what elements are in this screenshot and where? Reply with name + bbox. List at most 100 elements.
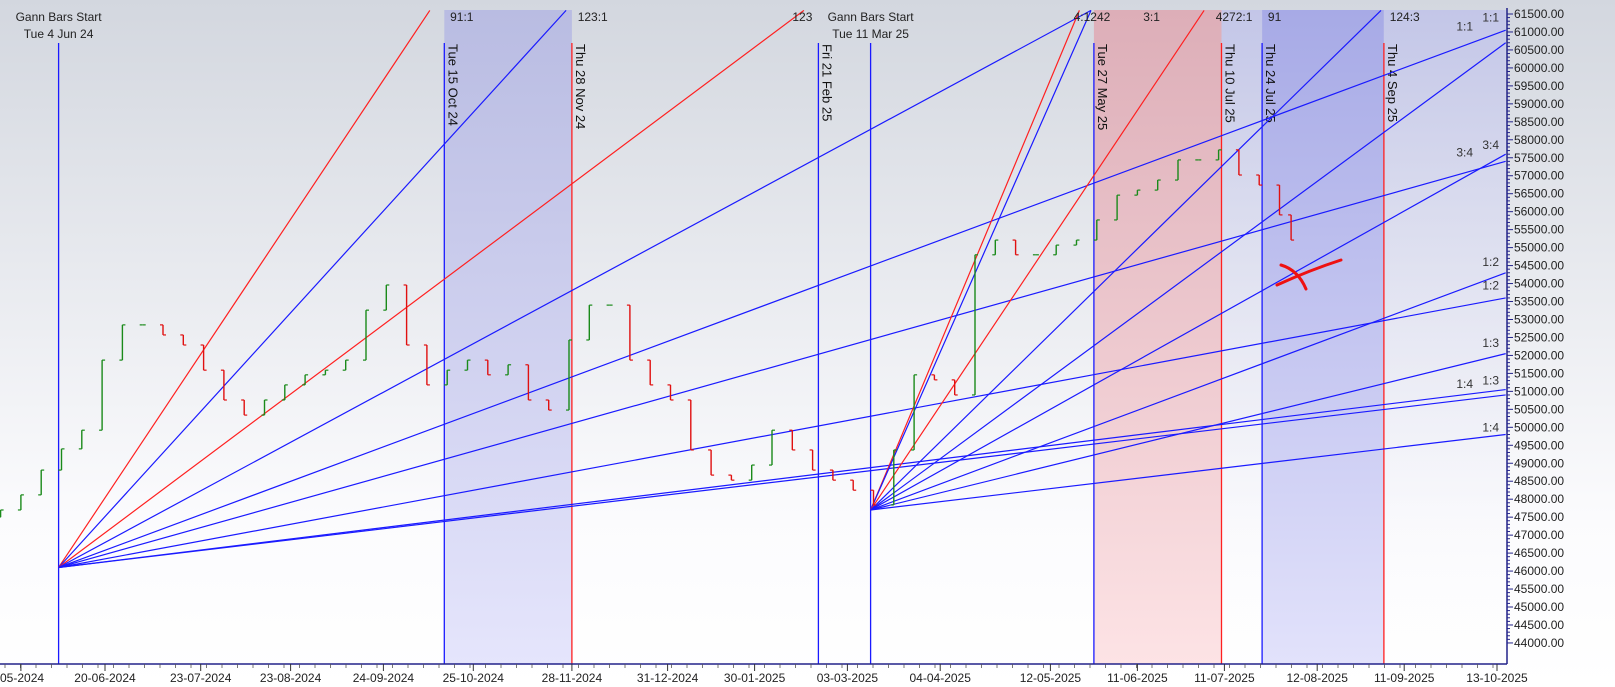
fan-line — [58, 10, 431, 568]
fan-line — [870, 153, 1506, 511]
gann-origin-date: Tue 4 Jun 24 — [24, 27, 94, 41]
y-tick-label: 58000.00 — [1514, 133, 1564, 147]
y-tick-label: 51000.00 — [1514, 384, 1564, 398]
vertical-date-lines: Tue 15 Oct 24 Thu 28 Nov 24 Fri 21 Feb 25 T… — [57, 43, 1400, 664]
fan-ratio-label: 1:2 — [1482, 255, 1499, 269]
x-tick-label: 12-08-2025 — [1287, 671, 1349, 685]
y-tick-label: 46000.00 — [1514, 564, 1564, 578]
x-tick-label: 23-07-2024 — [170, 671, 232, 685]
price-bars — [0, 149, 1295, 518]
y-tick-label: 58500.00 — [1514, 115, 1564, 129]
y-tick-label: 50000.00 — [1514, 420, 1564, 434]
top-fan-label: 123 — [792, 10, 812, 24]
y-tick-label: 54000.00 — [1514, 277, 1564, 291]
vertical-line-label: Thu 4 Sep 25 — [1385, 44, 1400, 122]
x-tick-label: 11-07-2025 — [1194, 671, 1255, 685]
x-tick-label: 31-12-2024 — [637, 671, 699, 685]
fan-line — [58, 160, 1506, 569]
y-tick-label: 60500.00 — [1514, 43, 1564, 57]
y-tick-label: 57000.00 — [1514, 169, 1564, 183]
gann-origin-date: Tue 11 Mar 25 — [832, 27, 909, 41]
y-tick-label: 54500.00 — [1514, 259, 1564, 273]
fan-line — [870, 42, 1507, 511]
fan-line — [58, 10, 567, 568]
y-tick-label: 61000.00 — [1514, 25, 1564, 39]
fan-line — [58, 29, 1506, 569]
fan-ratio-label: 3:4 — [1456, 145, 1473, 159]
vertical-line-label: Fri 21 Feb 25 — [819, 44, 834, 121]
fan-line — [870, 272, 1506, 511]
y-tick-label: 55000.00 — [1514, 241, 1564, 255]
y-tick-label: 47000.00 — [1514, 528, 1564, 542]
y-tick-label: 45500.00 — [1514, 582, 1564, 596]
fan-ratio-label: 1:1 — [1456, 20, 1473, 34]
x-tick-label: 04-04-2025 — [910, 671, 972, 685]
y-tick-label: 59500.00 — [1514, 79, 1564, 93]
fan-line — [58, 10, 1092, 569]
hand-drawn-arrow-annotation — [1275, 258, 1343, 291]
y-tick-label: 48000.00 — [1514, 492, 1564, 506]
y-tick-label: 44500.00 — [1514, 618, 1564, 632]
fan-line — [870, 433, 1506, 511]
y-tick-label: 49500.00 — [1514, 438, 1564, 452]
x-tick-label: 11-06-2025 — [1107, 671, 1168, 685]
x-tick-label: 30-01-2025 — [724, 671, 786, 685]
y-tick-label: 56000.00 — [1514, 205, 1564, 219]
fan-ratio-label: 1:3 — [1482, 336, 1499, 350]
gann-origin-title: Gann Bars Start — [16, 10, 103, 24]
x-tick-label: 11-09-2025 — [1374, 671, 1435, 685]
y-tick-label: 61500.00 — [1514, 7, 1564, 21]
fan-line — [58, 388, 1506, 569]
x-tick-label: 25-10-2024 — [443, 671, 505, 685]
fan-line — [58, 394, 1506, 569]
top-labels: 91:1 123:1 123 4:1242 3:1 4272:1 91 124:3 — [450, 10, 1420, 24]
fan-line — [870, 10, 1092, 511]
x-tick-label: 28-11-2024 — [542, 671, 603, 685]
y-tick-label: 44000.00 — [1514, 636, 1564, 650]
y-tick-label: 51500.00 — [1514, 366, 1564, 380]
y-tick-label: 53000.00 — [1514, 312, 1564, 326]
x-tick-label: 05-2024 — [0, 671, 44, 685]
gann-fan-lines — [58, 10, 1507, 569]
y-tick-label: 46500.00 — [1514, 546, 1564, 560]
fan-ratio-label: 1:4 — [1456, 377, 1473, 391]
y-tick-label: 50500.00 — [1514, 402, 1564, 416]
shaded-zone — [1262, 10, 1384, 664]
top-fan-label: 91 — [1268, 10, 1282, 24]
y-tick-label: 55500.00 — [1514, 223, 1564, 237]
y-tick-label: 52000.00 — [1514, 348, 1564, 362]
gann-origin-labels: Gann Bars Start Tue 4 Jun 24 Gann Bars Sta… — [16, 10, 915, 41]
top-fan-label: 124:3 — [1390, 10, 1420, 24]
x-tick-label: 13-10-2025 — [1466, 671, 1528, 685]
x-tick-label: 24-09-2024 — [353, 671, 415, 685]
top-fan-label: 123:1 — [578, 10, 608, 24]
y-tick-label: 52500.00 — [1514, 330, 1564, 344]
x-tick-label: 23-08-2024 — [260, 671, 322, 685]
shaded-zone — [1221, 10, 1263, 664]
vertical-line-label: Thu 28 Nov 24 — [573, 44, 588, 129]
shaded-zones — [444, 10, 1506, 664]
top-fan-label: 4272:1 — [1216, 10, 1253, 24]
y-tick-label: 48500.00 — [1514, 474, 1564, 488]
x-tick-label: 12-05-2025 — [1020, 671, 1082, 685]
fan-line — [58, 10, 805, 568]
fan-ratio-label: 1:1 — [1482, 11, 1499, 25]
vertical-line-label: Thu 24 Jul 25 — [1263, 44, 1278, 123]
y-tick-label: 47500.00 — [1514, 510, 1564, 524]
vertical-line-label: Thu 10 Jul 25 — [1223, 44, 1238, 123]
x-axis[interactable]: 05-2024 20-06-2024 23-07-2024 23-08-2024 24-… — [0, 663, 1528, 685]
gann-origin-title: Gann Bars Start — [828, 10, 915, 24]
fan-line — [870, 10, 1205, 511]
y-tick-label: 60000.00 — [1514, 61, 1564, 75]
fan-ratio-label: 3:4 — [1482, 138, 1499, 152]
fan-ratio-label: 1:3 — [1482, 374, 1499, 388]
y-tick-label: 45000.00 — [1514, 600, 1564, 614]
y-axis[interactable]: 61500.00 61000.00 60500.00 60000.00 59500.00… — [1506, 7, 1564, 664]
top-fan-label: 91:1 — [450, 10, 474, 24]
y-tick-label: 56500.00 — [1514, 187, 1564, 201]
fan-line — [58, 297, 1506, 569]
fan-ratio-label: 1:4 — [1482, 420, 1499, 434]
shaded-zone — [1383, 10, 1506, 664]
y-tick-label: 53500.00 — [1514, 295, 1564, 309]
